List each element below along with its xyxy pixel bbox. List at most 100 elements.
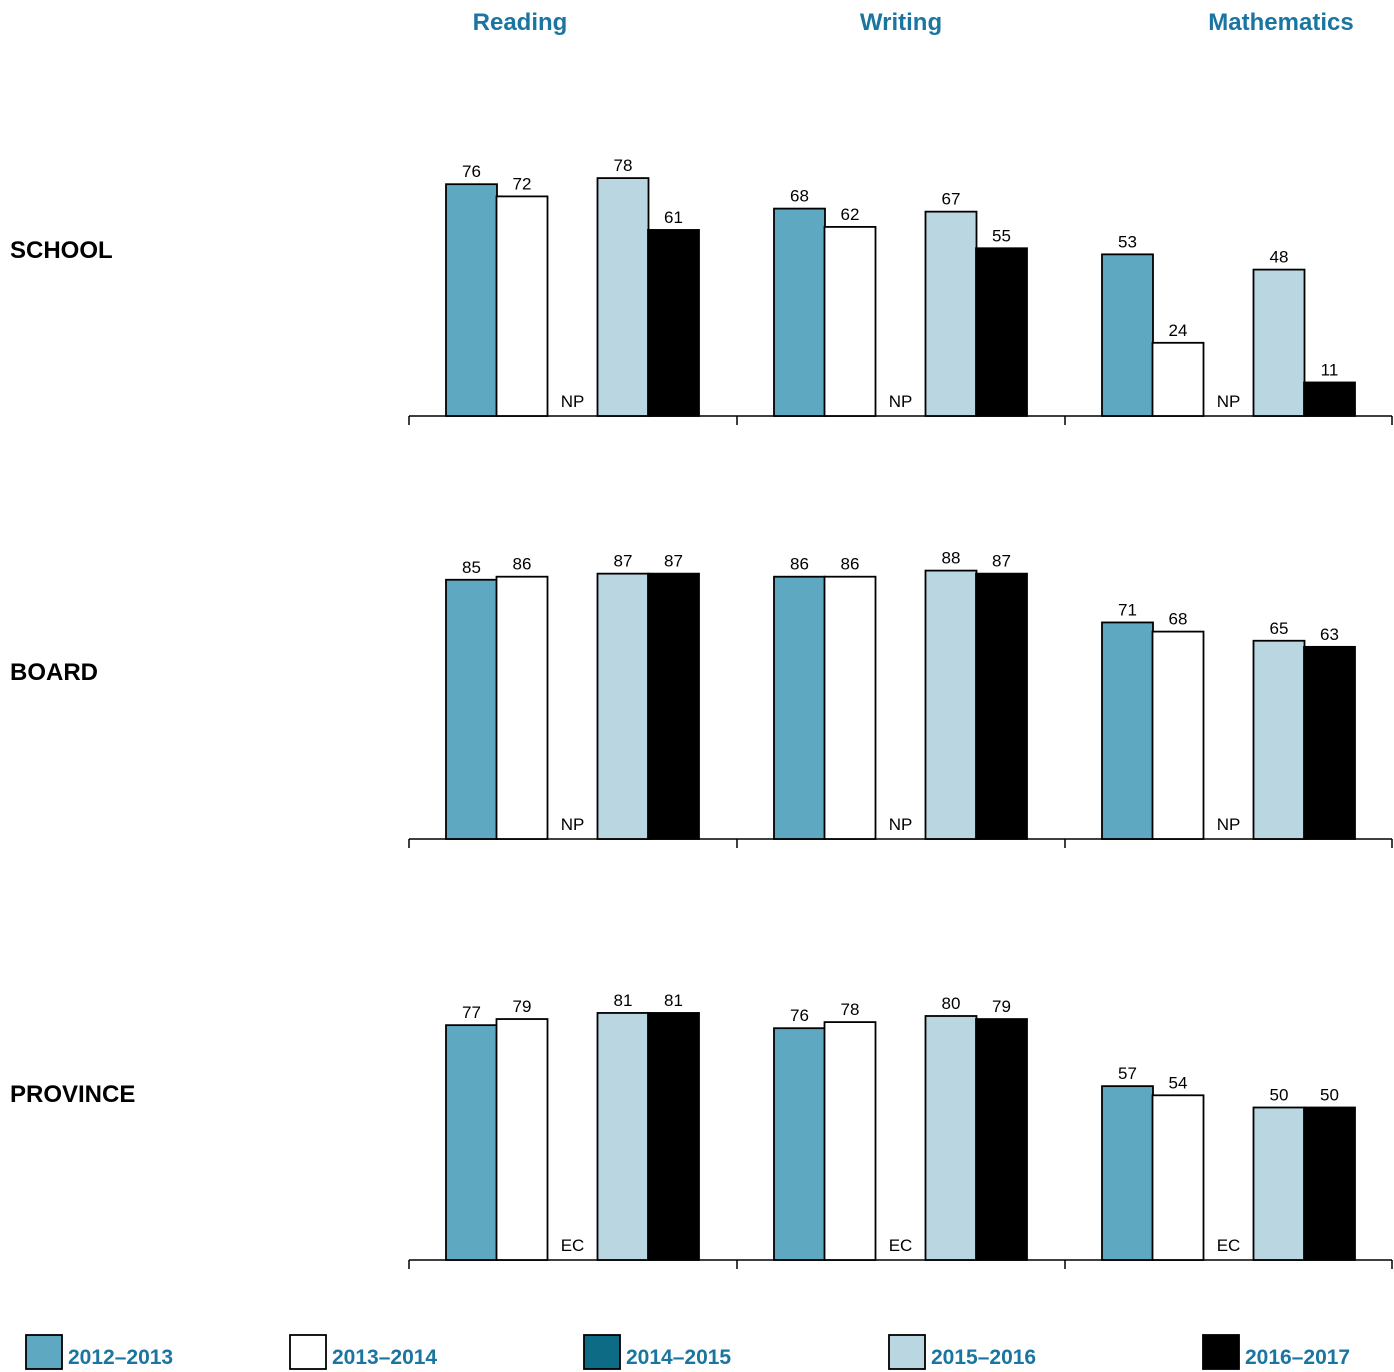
data-label: 81 — [614, 991, 633, 1010]
bar-province-mathematics-2012-2013 — [1101, 1085, 1154, 1261]
row-header-school: SCHOOL — [10, 237, 113, 264]
legend-swatch — [25, 1334, 63, 1370]
legend-label: 2014–2015 — [626, 1346, 731, 1369]
data-label: 50 — [1320, 1086, 1339, 1105]
legend-label: 2012–2013 — [68, 1346, 173, 1369]
bar-province-reading-2013-2014 — [495, 1018, 549, 1261]
data-label: 87 — [992, 552, 1011, 571]
data-label: 77 — [462, 1003, 481, 1022]
data-label: 57 — [1118, 1064, 1137, 1083]
bar-board-writing-2013-2014 — [823, 575, 877, 840]
data-label: 71 — [1118, 600, 1137, 619]
bar-school-mathematics-2012-2013 — [1101, 253, 1154, 417]
bar-province-reading-2015-2016 — [596, 1012, 650, 1261]
bar-province-writing-2013-2014 — [823, 1021, 877, 1261]
legend-label: 2013–2014 — [332, 1346, 437, 1369]
data-label: 48 — [1270, 248, 1289, 267]
bar-province-mathematics-2016-2017 — [1303, 1106, 1356, 1261]
data-label: 24 — [1169, 321, 1188, 340]
bar-school-reading-2012-2013 — [445, 183, 498, 417]
row-header-board: BOARD — [10, 659, 98, 686]
legend-swatch — [1202, 1334, 1240, 1370]
data-label: 79 — [513, 997, 532, 1016]
bar-province-reading-2016-2017 — [647, 1012, 700, 1261]
column-header-reading: Reading — [473, 9, 568, 36]
missing-label: NP — [889, 392, 913, 411]
bar-province-mathematics-2015-2016 — [1252, 1106, 1306, 1261]
bar-board-reading-2013-2014 — [495, 575, 549, 840]
data-label: 63 — [1320, 625, 1339, 644]
data-label: 79 — [992, 997, 1011, 1016]
legend-item-2013-2014: 2013–2014 — [289, 1334, 437, 1370]
bar-board-mathematics-2013-2014 — [1151, 630, 1205, 840]
bar-board-writing-2016-2017 — [975, 572, 1028, 840]
bar-province-writing-2016-2017 — [975, 1018, 1028, 1261]
missing-label: NP — [561, 392, 585, 411]
data-label: 65 — [1270, 619, 1289, 638]
bar-province-mathematics-2013-2014 — [1151, 1094, 1205, 1261]
missing-label: EC — [561, 1236, 585, 1255]
bar-school-reading-2013-2014 — [495, 195, 549, 417]
data-label: 85 — [462, 558, 481, 577]
missing-label: NP — [889, 815, 913, 834]
bar-board-writing-2015-2016 — [924, 569, 978, 840]
data-label: 11 — [1321, 360, 1339, 379]
data-label: 76 — [790, 1006, 809, 1025]
missing-label: EC — [1217, 1236, 1241, 1255]
panel-school: SCHOOL 76 72 NP 78 61 68 62 NP 67 55 53 24 NP 48 11 — [10, 156, 1393, 425]
data-label: 76 — [462, 162, 481, 181]
bar-province-reading-2012-2013 — [445, 1024, 498, 1261]
data-label: 88 — [942, 549, 961, 568]
bar-school-mathematics-2016-2017 — [1303, 381, 1356, 417]
data-label: 55 — [992, 226, 1011, 245]
missing-label: EC — [889, 1236, 913, 1255]
data-label: 62 — [841, 205, 860, 224]
column-header-mathematics: Mathematics — [1208, 9, 1353, 36]
data-label: 78 — [614, 156, 633, 175]
data-label: 72 — [513, 174, 532, 193]
legend-label: 2016–2017 — [1245, 1346, 1350, 1369]
column-header-writing: Writing — [860, 9, 942, 36]
bar-school-reading-2015-2016 — [596, 177, 650, 417]
bar-school-writing-2012-2013 — [773, 207, 826, 417]
data-label: 50 — [1270, 1086, 1289, 1105]
bar-school-writing-2015-2016 — [924, 210, 978, 417]
bar-school-writing-2016-2017 — [975, 247, 1028, 417]
bar-school-reading-2016-2017 — [647, 229, 700, 417]
data-label: 87 — [614, 552, 633, 571]
bar-board-reading-2015-2016 — [596, 572, 650, 840]
data-label: 67 — [942, 190, 961, 209]
bar-province-writing-2012-2013 — [773, 1027, 826, 1261]
bar-board-mathematics-2012-2013 — [1101, 621, 1154, 840]
bar-board-reading-2012-2013 — [445, 578, 498, 840]
bar-board-writing-2012-2013 — [773, 575, 826, 840]
bar-board-mathematics-2016-2017 — [1303, 645, 1356, 840]
data-label: 54 — [1169, 1073, 1188, 1092]
missing-label: NP — [1217, 815, 1241, 834]
legend-swatch — [888, 1334, 926, 1370]
legend-item-2014-2015: 2014–2015 — [583, 1334, 731, 1370]
bar-school-writing-2013-2014 — [823, 225, 877, 417]
legend-swatch — [289, 1334, 327, 1370]
missing-label: NP — [1217, 392, 1241, 411]
data-label: 68 — [790, 187, 809, 206]
legend-label: 2015–2016 — [931, 1346, 1036, 1369]
panel-province: PROVINCE 77 79 EC 81 81 76 78 EC 80 79 57 54 EC 50 50 — [10, 991, 1393, 1269]
data-label: 86 — [790, 555, 809, 574]
legend-item-2015-2016: 2015–2016 — [888, 1334, 1036, 1370]
data-label: 86 — [841, 555, 860, 574]
bar-board-mathematics-2015-2016 — [1252, 639, 1306, 840]
data-label: 87 — [664, 552, 683, 571]
data-label: 53 — [1118, 232, 1137, 251]
row-header-province: PROVINCE — [10, 1081, 135, 1108]
bar-school-mathematics-2015-2016 — [1252, 268, 1306, 417]
data-label: 78 — [841, 1000, 860, 1019]
data-label: 86 — [513, 555, 532, 574]
data-label: 81 — [664, 991, 683, 1010]
data-label: 61 — [664, 208, 683, 227]
data-label: 68 — [1169, 610, 1188, 629]
legend-swatch — [583, 1334, 621, 1370]
legend-item-2016-2017: 2016–2017 — [1202, 1334, 1350, 1370]
panel-board: BOARD 85 86 NP 87 87 86 86 NP 88 87 71 68 NP 65 63 — [10, 549, 1393, 848]
